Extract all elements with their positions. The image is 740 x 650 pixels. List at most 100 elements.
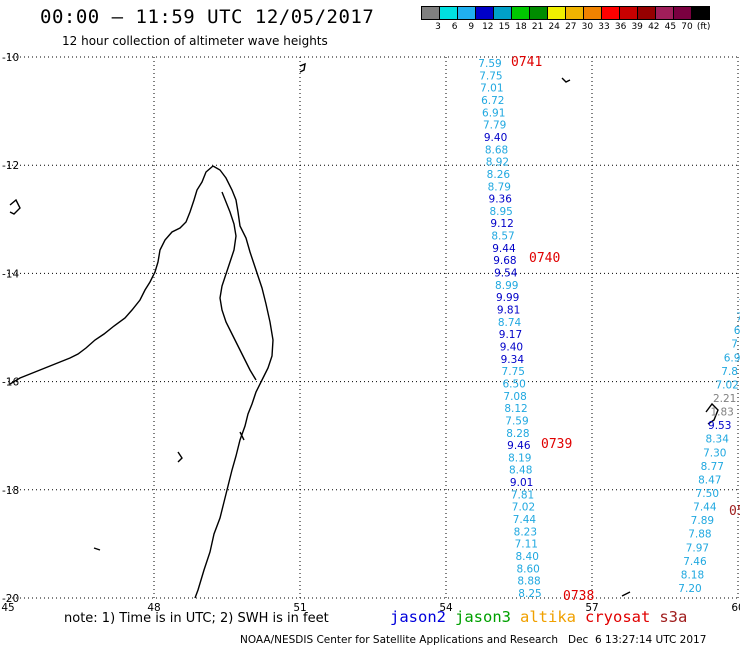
color-scale-label: 3 <box>435 22 441 32</box>
swh-value: 7.20 <box>678 583 701 595</box>
swh-value: 8.95 <box>489 206 512 218</box>
color-swatch <box>691 6 710 20</box>
color-scale-label: 9 <box>468 22 475 32</box>
color-scale-bar <box>421 6 710 20</box>
satellite-legend: jason2 jason3 altika cryosat s3a <box>390 608 696 626</box>
swh-value: 8.34 <box>706 434 730 446</box>
swh-value: 6.72 <box>481 95 504 107</box>
swh-value: 8.12 <box>504 403 527 415</box>
swh-value: 9.40 <box>500 341 523 353</box>
swh-value: 8.25 <box>518 588 541 600</box>
x-tick-label: 51 <box>293 602 306 614</box>
island-5 <box>93 547 101 551</box>
footer-credit: NOAA/NESDIS Center for Satellite Applica… <box>240 634 707 646</box>
swh-value: 9.17 <box>499 329 522 341</box>
swh-value: 8.88 <box>517 576 540 588</box>
swh-value: 7.01 <box>480 83 503 95</box>
page-subtitle: 12 hour collection of altimeter wave hei… <box>62 34 328 48</box>
swh-value: 9.01 <box>510 477 533 489</box>
swh-value: 1.83 <box>710 407 733 419</box>
pass-time-label: 0739 <box>541 437 572 452</box>
swh-value: 9.46 <box>507 440 531 452</box>
swh-value: 7 <box>731 339 738 351</box>
map-frame <box>8 56 738 599</box>
color-scale-label: 6 <box>451 22 458 32</box>
island-1 <box>9 198 21 215</box>
color-scale-label: 21 <box>531 22 544 32</box>
swh-value: 6.9 <box>724 352 740 364</box>
madagascar-inner-coast <box>219 191 257 381</box>
swh-value: 8.47 <box>698 474 721 486</box>
note-text: note: 1) Time is in UTC; 2) SWH is in fe… <box>64 611 329 626</box>
pass-time-label: 0741 <box>511 55 542 70</box>
swh-value: 8.92 <box>486 157 509 169</box>
x-tick-label: 45 <box>1 602 14 614</box>
swh-value: 6 <box>734 325 740 337</box>
swh-value: 7.02 <box>715 379 738 391</box>
island-2 <box>299 62 306 73</box>
swh-value: 7.97 <box>686 542 709 554</box>
swh-value: 8.40 <box>516 551 539 563</box>
swh-value: 7.89 <box>691 515 714 527</box>
swh-value: 7.59 <box>478 58 501 70</box>
swh-value: 6.91 <box>482 107 505 119</box>
swh-value: 9.81 <box>497 305 520 317</box>
swh-value: 9.99 <box>496 292 519 304</box>
swh-value: 6.50 <box>502 378 525 390</box>
x-tick-label: 57 <box>585 602 598 614</box>
x-tick-label: 48 <box>147 602 160 614</box>
swh-value: 8.48 <box>509 465 532 477</box>
swh-value: 7 <box>736 312 740 324</box>
color-scale-label: 39 <box>631 22 643 32</box>
swh-value: 7.79 <box>483 120 506 132</box>
swh-value: 9.34 <box>501 354 525 366</box>
swh-value: 9.44 <box>492 243 516 255</box>
color-scale-label: (ft) <box>696 22 711 32</box>
swh-value: 8.23 <box>514 526 537 538</box>
swh-value: 8.28 <box>506 428 529 440</box>
swh-value: 7.46 <box>683 556 707 568</box>
swh-value: 9.12 <box>490 218 513 230</box>
madagascar-coastline <box>194 165 274 599</box>
swh-value: 8.26 <box>487 169 511 181</box>
color-scale-label: 12 <box>482 22 494 32</box>
color-scale-label: 42 <box>648 22 660 32</box>
swh-value: 8.79 <box>488 181 511 193</box>
y-tick-label: -20 <box>2 593 19 605</box>
axis-labels: 45 48 51 54 57 60 -10 -12 -14 -16 -18 -20 <box>1 52 740 614</box>
swh-value: 8.18 <box>681 569 704 581</box>
madagascar-west-coast <box>9 165 214 385</box>
swh-value: 9.36 <box>489 194 513 206</box>
swh-value: 7.30 <box>703 447 726 459</box>
grid-lines <box>8 57 739 598</box>
x-tick-label: 54 <box>439 602 453 614</box>
color-scale-label: 33 <box>598 22 610 32</box>
swh-value: 7.81 <box>511 489 534 501</box>
y-tick-label: -16 <box>2 377 19 389</box>
color-scale-label: 70 <box>681 22 693 32</box>
pass-time-label: 05 <box>729 504 740 519</box>
swh-value: 7 <box>739 298 740 310</box>
swh-value: 7.44 <box>513 514 537 526</box>
island-6 <box>705 402 719 425</box>
swh-value: 7.11 <box>515 539 538 551</box>
swh-value: 7.75 <box>479 70 502 82</box>
color-scale-labels: 3 6 9 12 15 18 21 24 27 30 33 36 39 42 45 70 (ft) <box>422 22 740 34</box>
swh-value: 8.74 <box>498 317 522 329</box>
color-scale-label: 36 <box>614 22 627 32</box>
swh-value: 8.19 <box>508 452 531 464</box>
page-title: 00:00 — 11:59 UTC 12/05/2017 <box>40 6 375 28</box>
altimeter-tracks: 7.597.757.016.726.917.799.408.688.928.26… <box>478 58 740 600</box>
swh-value: 2.21 <box>713 393 736 405</box>
color-scale-label: 30 <box>581 22 594 32</box>
color-scale-label: 15 <box>498 22 511 32</box>
swh-value: 9.68 <box>493 255 516 267</box>
island-3 <box>561 77 571 83</box>
color-scale-label: 27 <box>565 22 577 32</box>
y-tick-label: -10 <box>2 52 19 64</box>
island-4 <box>177 451 183 463</box>
color-scale-label: 45 <box>664 22 677 32</box>
coastline <box>9 62 719 599</box>
swh-value: 7.8 <box>721 366 738 378</box>
